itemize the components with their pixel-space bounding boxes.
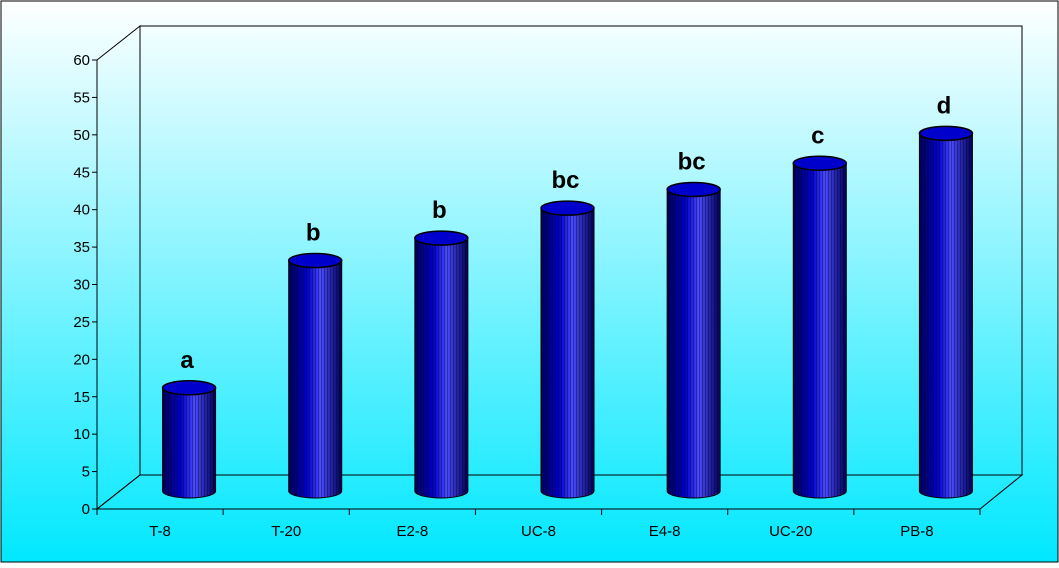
y-tick-label: 10: [73, 426, 90, 443]
y-tick-label: 5: [82, 464, 90, 481]
bar: [918, 125, 974, 499]
y-tick-label: 15: [73, 389, 90, 406]
bar-data-label: d: [937, 92, 952, 119]
bar-data-label: bc: [551, 167, 579, 194]
y-tick-label: 60: [73, 52, 90, 69]
y-tick-label: 25: [73, 314, 90, 331]
x-tick-label: E2-8: [397, 523, 429, 540]
bar-top: [918, 125, 974, 142]
bar-texture: [667, 189, 721, 499]
y-axis: 0 5 10 15 20 25 30 35 40 45 50 55 60: [73, 52, 98, 518]
bar-texture: [162, 387, 216, 499]
x-axis: T-8 T-20 E2-8 UC-8 E4-8 UC-20 PB-8: [96, 508, 981, 540]
bar-top: [792, 155, 848, 171]
bar: [792, 155, 848, 499]
y-tick-label: 35: [73, 239, 90, 256]
x-tick-label: T-20: [271, 523, 301, 540]
bar-top: [666, 181, 721, 198]
bar: [161, 380, 217, 499]
bar-texture: [793, 163, 847, 499]
bar-data-label: bc: [678, 148, 706, 175]
bar-top: [414, 230, 469, 246]
y-tick-label: 55: [73, 89, 90, 106]
y-tick-label: 0: [82, 501, 90, 518]
y-tick-label: 50: [73, 127, 90, 144]
bar-data-label: c: [811, 122, 824, 149]
bar: [666, 181, 721, 499]
x-tick-label: T-8: [149, 523, 171, 540]
bar-texture: [541, 208, 594, 499]
x-tick-label: UC-8: [521, 523, 556, 540]
bar-data-label: b: [306, 220, 321, 247]
bar-texture: [414, 238, 468, 499]
y-tick-label: 45: [73, 164, 90, 181]
bar: [540, 200, 595, 499]
bar-data-label: a: [180, 347, 194, 374]
bar: [287, 252, 343, 499]
y-tick-label: 20: [73, 351, 90, 368]
y-tick-label: 30: [73, 277, 90, 294]
bar-texture: [919, 133, 973, 499]
bar-top: [540, 200, 595, 216]
y-tick-label: 40: [73, 202, 90, 219]
bars: a b b bc bc c d: [161, 92, 974, 499]
bar-data-label: b: [432, 197, 447, 224]
bar-top: [287, 252, 343, 269]
bar-top: [161, 380, 217, 396]
x-tick-label: UC-20: [769, 523, 812, 540]
x-tick-label: PB-8: [900, 523, 933, 540]
bar: [414, 230, 469, 499]
x-tick-label: E4-8: [649, 523, 681, 540]
bar-texture: [288, 260, 342, 499]
